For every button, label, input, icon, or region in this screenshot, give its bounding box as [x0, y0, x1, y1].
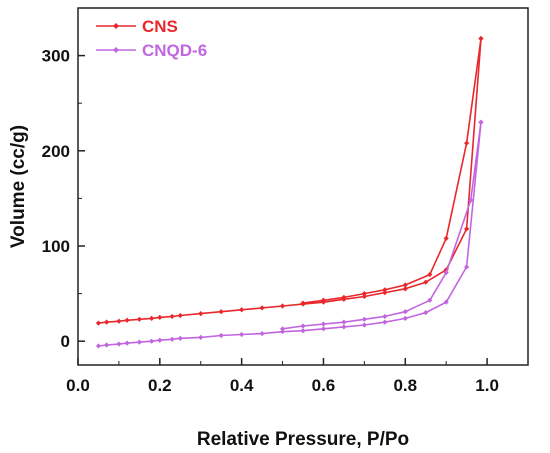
x-tick-label: 1.0 — [475, 376, 499, 395]
series-1-point — [169, 336, 175, 342]
series-1-point — [104, 342, 110, 348]
x-tick-label: 0.6 — [312, 376, 336, 395]
plot-frame — [77, 7, 529, 366]
series-1-point — [443, 299, 449, 305]
series-1-point — [382, 319, 388, 325]
series-0-point — [157, 314, 163, 320]
series-0-point — [95, 320, 102, 326]
series-1-point — [361, 316, 367, 322]
series-1-point — [427, 297, 433, 303]
series-1-point — [259, 330, 265, 337]
series-1-point — [341, 324, 347, 330]
series-1-point — [464, 264, 470, 270]
series-0-point — [218, 309, 224, 315]
series-0-point — [198, 310, 204, 317]
legend-label-0: CNS — [142, 17, 178, 36]
series-0-point — [382, 290, 388, 296]
series-1-point — [218, 332, 224, 339]
series-0-point — [361, 293, 367, 300]
series-0-branch-0-line — [98, 38, 482, 324]
series-1-point — [382, 313, 388, 320]
x-axis-title: Relative Pressure, P/Po — [197, 429, 409, 450]
series-1-point — [341, 319, 347, 325]
series-1-point — [478, 119, 484, 125]
series-1-point — [402, 315, 408, 321]
y-tick-label: 100 — [42, 237, 70, 256]
series-0-point — [259, 305, 265, 311]
series-0-point — [239, 307, 245, 313]
series-1-point — [361, 322, 367, 328]
series-1-branch-1-line — [282, 122, 482, 330]
legend-label-1: CNQD-6 — [142, 41, 207, 60]
x-tick-label: 0.2 — [148, 376, 172, 395]
series-1-point — [402, 309, 408, 315]
series-1-point — [443, 270, 449, 276]
data-marks-layer — [95, 35, 484, 349]
series-0-point — [443, 235, 449, 241]
series-1-point — [279, 329, 286, 335]
series-1-point — [124, 340, 130, 346]
x-tick-label: 0.0 — [66, 376, 90, 395]
series-1-point — [157, 337, 163, 343]
series-0-point — [402, 286, 408, 292]
series-1-point — [300, 328, 306, 334]
series-0-point — [427, 271, 433, 278]
series-0-point — [320, 297, 327, 303]
series-1-point — [279, 326, 286, 332]
x-tick-label: 0.4 — [230, 376, 254, 395]
series-1-point — [468, 197, 474, 203]
series-0-point — [341, 294, 347, 301]
series-1-point — [116, 341, 122, 347]
series-1-point — [136, 339, 142, 345]
series-0-point — [361, 291, 367, 297]
series-0-point — [402, 282, 408, 288]
series-0-point — [382, 287, 388, 293]
series-1-point — [423, 310, 429, 316]
series-0-point — [279, 303, 286, 309]
legend: CNS CNQD-6 — [96, 17, 207, 60]
y-tick-label: 0 — [61, 332, 70, 351]
series-0-point — [104, 319, 110, 325]
series-0-point — [177, 312, 183, 319]
series-1-point — [198, 334, 204, 340]
series-0-point — [124, 317, 130, 323]
series-1-point — [300, 323, 306, 329]
series-1-point — [149, 338, 155, 344]
series-0-point — [169, 313, 175, 320]
series-0-point — [423, 279, 429, 285]
x-tick-label: 0.8 — [393, 376, 417, 395]
series-0-point — [116, 318, 122, 324]
series-1-point — [177, 335, 183, 341]
series-1-point — [320, 321, 327, 327]
series-0-point — [300, 300, 306, 306]
y-tick-label: 300 — [42, 47, 70, 66]
series-0-point — [149, 315, 155, 321]
y-axis-title: Volume (cc/g) — [8, 125, 29, 248]
series-0-branch-1-line — [302, 38, 482, 304]
series-0-point — [136, 316, 142, 322]
axis-ticks-layer: 0.0 0.2 0.4 0.6 0.8 1.0 0 100 200 300 — [42, 47, 529, 395]
series-0-point — [464, 226, 470, 232]
legend-marker-1 — [113, 47, 119, 53]
y-tick-label: 200 — [42, 142, 70, 161]
series-1-point — [95, 343, 102, 349]
series-1-point — [320, 326, 327, 332]
series-0-point — [478, 35, 484, 42]
series-1-point — [239, 331, 245, 338]
series-0-point — [464, 140, 470, 146]
legend-marker-0 — [113, 23, 119, 29]
